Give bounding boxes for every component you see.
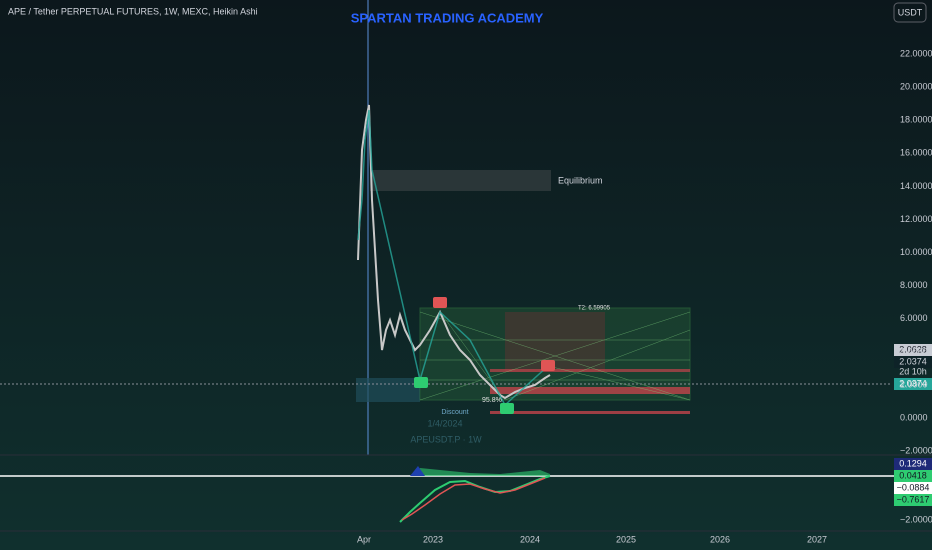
red-line <box>490 411 690 414</box>
time-label: 2023 <box>423 534 443 544</box>
price-tick: 22.0000 <box>900 48 932 58</box>
red-band <box>490 387 690 394</box>
histogram <box>410 466 425 476</box>
symbol-title: APE / Tether PERPETUAL FUTURES, 1W, MEXC… <box>8 6 258 16</box>
currency-label[interactable]: USDT <box>898 7 923 17</box>
percent-label: 95.8% <box>482 397 502 404</box>
equilibrium-label: Equilibrium <box>558 175 603 185</box>
price-tick: 6.0000 <box>900 313 928 323</box>
indicator-value: 0.0418 <box>899 470 927 480</box>
time-label: 2024 <box>520 534 540 544</box>
structure-line <box>357 109 549 407</box>
buy-marker <box>500 403 514 414</box>
price-tick: 0.0000 <box>900 412 928 422</box>
currency-button[interactable] <box>893 2 927 23</box>
macd-line <box>401 477 546 521</box>
indicator-tag <box>894 482 932 494</box>
price-tick: 2.0000 <box>900 379 928 389</box>
indicator-tag <box>894 458 932 470</box>
target-label: T2: 6.59905 <box>578 306 611 312</box>
price-tick: 18.0000 <box>900 115 932 125</box>
last-value: 2.0628 <box>899 344 927 354</box>
price-tick: 20.0000 <box>900 81 932 91</box>
histogram <box>415 468 550 476</box>
indicator-tag <box>894 470 932 482</box>
indicator-tag <box>894 494 932 506</box>
indicator-value: −0.7617 <box>897 494 930 504</box>
price-tick: −2.0000 <box>900 446 932 456</box>
symbol-mark: APEUSDT.P · 1W <box>410 434 482 444</box>
discount-label: Discount <box>441 409 468 416</box>
sell-marker <box>433 297 447 308</box>
sell-marker <box>541 360 555 371</box>
price-tick: 4.0000 <box>900 346 928 356</box>
price-candles <box>357 104 551 400</box>
last-tag <box>894 344 932 356</box>
red-line <box>490 369 690 372</box>
price-tick: 16.0000 <box>900 148 932 158</box>
price-tick: 10.0000 <box>900 247 932 257</box>
time-label: 2025 <box>616 534 636 544</box>
equilibrium-zone <box>370 170 551 191</box>
signal-line <box>399 475 551 523</box>
discount-zone <box>356 378 420 402</box>
indicator-tick: −2.0000 <box>900 514 932 524</box>
time-label: 2026 <box>710 534 730 544</box>
indicator-value: 0.1294 <box>899 458 927 468</box>
close-value: 2.0374 <box>899 356 927 366</box>
time-label: Apr <box>357 534 371 544</box>
price-tick: 14.0000 <box>900 181 932 191</box>
price-tick: 8.0000 <box>900 280 928 290</box>
current-tag <box>894 378 932 390</box>
countdown: 2d 10h <box>899 366 927 376</box>
date-label: 1/4/2024 <box>427 418 462 428</box>
time-label: 2027 <box>807 534 827 544</box>
watermark: SPARTAN TRADING ACADEMY <box>351 10 544 25</box>
close-tag <box>894 356 932 368</box>
indicator-value: −0.0884 <box>897 482 930 492</box>
price-tick: 12.0000 <box>900 214 932 224</box>
fib-lines <box>419 311 691 401</box>
current-value: 2.0374 <box>899 378 927 388</box>
buy-marker <box>414 377 428 388</box>
